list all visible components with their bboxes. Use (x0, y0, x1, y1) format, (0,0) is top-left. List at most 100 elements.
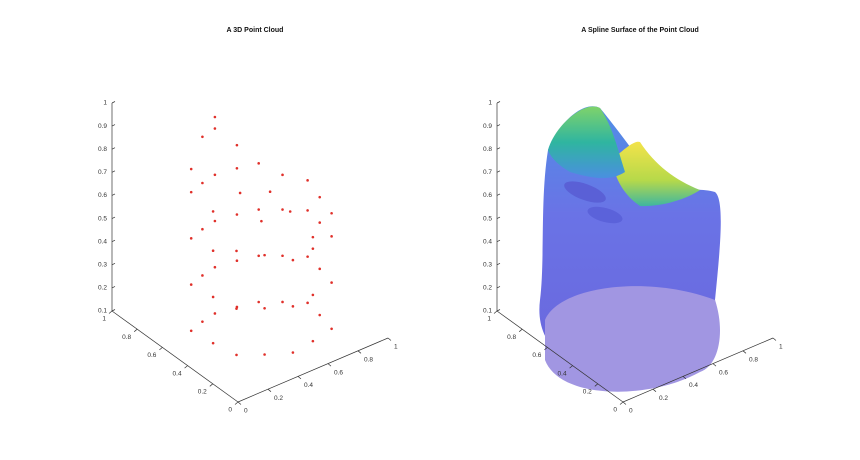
z-tick (496, 239, 501, 242)
x-tick (237, 401, 242, 405)
surface-fold (587, 206, 623, 224)
y-tick (619, 401, 624, 405)
point (330, 281, 333, 284)
z-tick (111, 170, 116, 173)
point (291, 305, 295, 308)
point (281, 300, 284, 304)
z-tick (496, 262, 501, 266)
point (291, 351, 295, 354)
point (201, 274, 204, 277)
y-tick (518, 328, 523, 332)
y-axis (111, 310, 239, 403)
point (260, 219, 263, 223)
point (330, 211, 333, 215)
point (211, 295, 215, 299)
point (213, 115, 217, 119)
x-tick (772, 337, 777, 341)
y-tick-label: 0.6 (532, 352, 541, 359)
x-tick-label: 0.8 (364, 357, 373, 364)
z-tick-label: 0.8 (98, 146, 107, 153)
z-tick-label: 0.6 (483, 192, 492, 199)
chart-title: A Spline Surface of the Point Cloud (581, 27, 699, 34)
z-tick-label: 1 (488, 100, 492, 107)
z-tick (111, 147, 116, 150)
x-tick (267, 388, 272, 392)
point (213, 219, 217, 223)
y-tick (234, 401, 239, 405)
point (288, 210, 292, 213)
point (257, 254, 261, 258)
y-tick (108, 310, 113, 314)
z-tick-label: 0.7 (483, 169, 492, 176)
z-tick-label: 0.9 (98, 123, 107, 130)
point (235, 166, 239, 170)
point (306, 209, 309, 212)
x-tick-label: 1 (394, 344, 398, 351)
z-tick-label: 0.8 (483, 146, 492, 153)
point (306, 179, 309, 182)
z-tick (111, 286, 116, 289)
z-tick-label: 0.4 (98, 238, 107, 245)
x-tick-label: 0.6 (334, 369, 343, 376)
point (213, 127, 217, 130)
point (257, 208, 261, 211)
point (281, 173, 284, 177)
z-tick-label: 0.5 (98, 215, 107, 222)
z-tick (111, 216, 116, 219)
y-tick-label: 0.2 (583, 389, 592, 396)
x-tick (357, 350, 362, 354)
z-tick (496, 193, 501, 196)
x-tick-label: 0 (244, 408, 248, 415)
z-tick (111, 239, 116, 242)
z-tick-label: 0.1 (98, 308, 107, 315)
z-tick (496, 309, 501, 312)
z-tick (496, 170, 501, 173)
point (238, 191, 242, 195)
y-tick-label: 1 (102, 316, 106, 323)
point (201, 227, 204, 231)
point (318, 313, 322, 317)
point (318, 221, 322, 224)
y-tick (184, 365, 188, 369)
point (330, 327, 333, 331)
y-axis (496, 310, 624, 403)
point (291, 258, 295, 262)
point (235, 249, 238, 253)
x-tick-label: 0.2 (659, 395, 668, 402)
x-tick (622, 401, 627, 405)
y-tick (493, 310, 498, 314)
y-tick (569, 365, 573, 369)
x-tick-label: 0.4 (689, 382, 698, 389)
x-tick (327, 363, 332, 367)
y-tick-label: 0.6 (147, 352, 156, 359)
point (189, 190, 193, 194)
z-tick (111, 101, 116, 104)
point (213, 173, 217, 177)
point (201, 181, 204, 185)
point (306, 301, 309, 305)
x-tick-label: 0.6 (719, 369, 728, 376)
z-tick (111, 262, 116, 266)
point (318, 267, 322, 271)
point (263, 353, 266, 356)
point (257, 162, 261, 165)
point (211, 341, 215, 345)
x-tick (387, 337, 392, 341)
y-tick-label: 0.8 (122, 334, 131, 341)
point (311, 235, 315, 239)
y-tick (594, 383, 599, 387)
z-tick-label: 0.2 (98, 285, 107, 292)
y-tick-label: 0 (228, 407, 232, 414)
point (201, 320, 204, 323)
z-tick-label: 0.1 (483, 308, 492, 315)
point (213, 312, 217, 315)
y-tick-label: 0.4 (173, 370, 182, 377)
z-tick (111, 193, 116, 196)
x-tick-label: 1 (779, 344, 783, 351)
y-tick (133, 328, 138, 332)
z-tick (111, 309, 116, 312)
surface-peak (548, 106, 625, 179)
point (306, 255, 309, 258)
z-tick-label: 1 (103, 100, 107, 107)
point (330, 235, 333, 238)
